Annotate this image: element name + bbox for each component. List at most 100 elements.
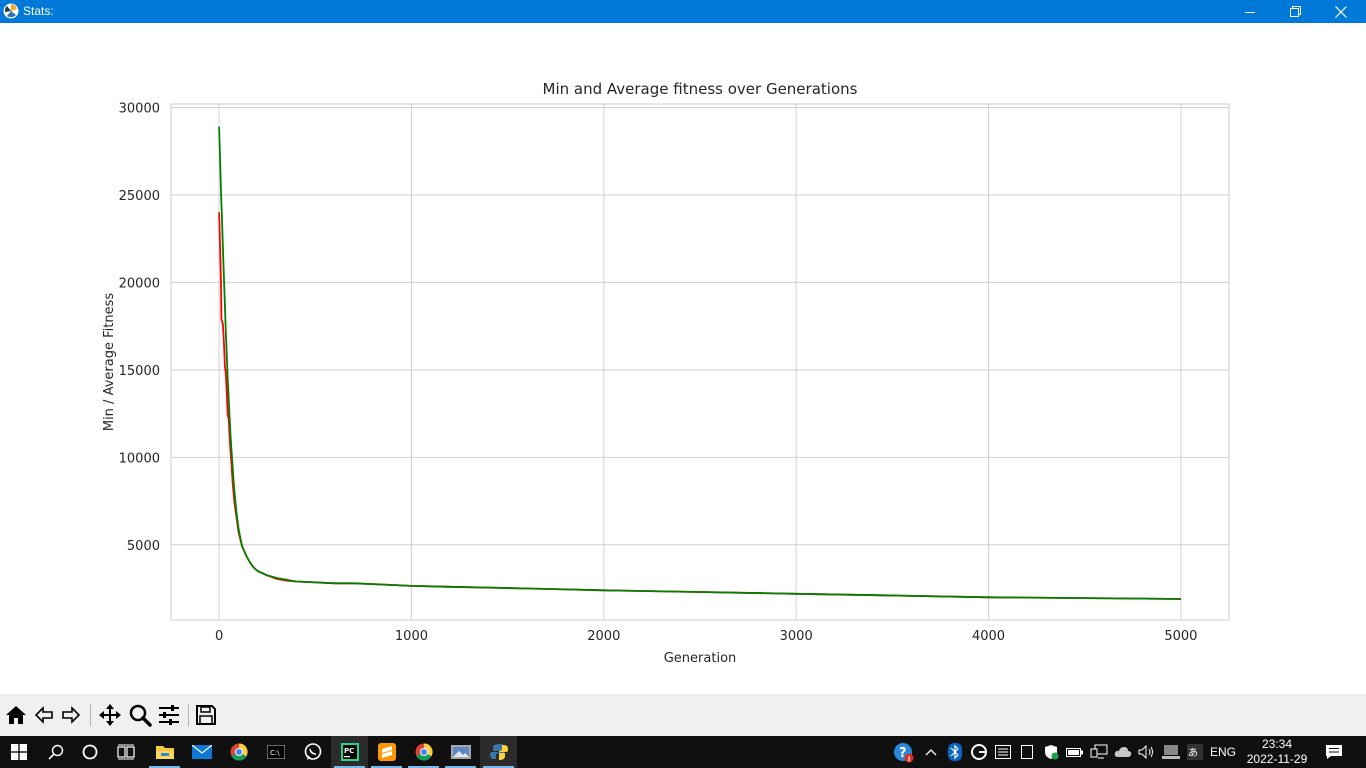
x-tick-label: 0 xyxy=(215,629,223,644)
chrome-alt-button[interactable] xyxy=(405,736,442,768)
tray-network[interactable] xyxy=(1088,736,1110,768)
zoom-icon xyxy=(129,704,152,727)
task-view-button[interactable] xyxy=(107,736,144,768)
matplotlib-app-icon xyxy=(3,3,19,19)
task-view-icon xyxy=(116,744,135,760)
y-tick-label: 15000 xyxy=(119,364,160,379)
back-button[interactable] xyxy=(31,702,57,728)
tray-grammarly[interactable] xyxy=(968,736,990,768)
chrome-alt-icon xyxy=(415,743,433,761)
display-icon xyxy=(1162,745,1180,759)
running-indicator xyxy=(334,766,365,768)
y-tick-label: 30000 xyxy=(119,101,160,116)
bluetooth-icon xyxy=(948,743,962,761)
mail-button[interactable] xyxy=(183,736,220,768)
running-indicator xyxy=(371,766,402,768)
python-button[interactable] xyxy=(480,736,517,768)
pan-button[interactable] xyxy=(97,702,123,728)
figure-canvas[interactable]: 0 1000 2000 3000 4000 5000 5000 10000 15000 20000… xyxy=(0,23,1366,694)
configure-subplots-button[interactable] xyxy=(156,702,182,728)
y-axis-label: Min / Average Fitness xyxy=(102,293,117,431)
photos-button[interactable] xyxy=(442,736,479,768)
terminal-button[interactable]: C:\ xyxy=(257,736,294,768)
cloud-icon xyxy=(1114,747,1132,757)
x-tick-label: 3000 xyxy=(780,629,813,644)
forward-button[interactable] xyxy=(58,702,84,728)
windows-start-icon xyxy=(10,744,27,760)
tray-security[interactable] xyxy=(1040,736,1062,768)
save-button[interactable] xyxy=(193,702,219,728)
tray-bluetooth[interactable] xyxy=(944,736,966,768)
close-icon xyxy=(1335,5,1347,18)
y-tick-label: 25000 xyxy=(119,189,160,204)
sublime-icon xyxy=(377,743,396,761)
pycharm-icon: PC xyxy=(340,743,359,761)
svg-text:あ: あ xyxy=(1188,747,1198,759)
y-tick-label: 20000 xyxy=(119,276,160,291)
chevron-up-icon xyxy=(925,749,937,756)
start-button[interactable] xyxy=(0,736,37,768)
cortana-button[interactable] xyxy=(71,736,108,768)
whatsapp-icon xyxy=(304,743,321,760)
series-lines xyxy=(218,126,1181,600)
tray-onedrive[interactable] xyxy=(1112,736,1134,768)
tray-projector[interactable] xyxy=(1160,736,1182,768)
y-tick-label: 5000 xyxy=(127,539,160,554)
chrome-icon xyxy=(230,743,248,761)
tray-volume[interactable] xyxy=(1136,736,1158,768)
chrome-button[interactable] xyxy=(220,736,257,768)
tray-battery[interactable] xyxy=(1064,736,1086,768)
pycharm-button[interactable]: PC xyxy=(331,736,368,768)
tray-device[interactable] xyxy=(1016,736,1038,768)
photos-icon xyxy=(450,745,471,759)
clock[interactable]: 23:34 2022-11-29 xyxy=(1244,737,1310,767)
average-fitness-line xyxy=(218,126,1181,600)
pan-icon xyxy=(99,704,121,726)
windows-taskbar: C:\ PC xyxy=(0,736,1366,768)
tray-ime[interactable]: あ xyxy=(1184,736,1206,768)
minimize-button[interactable] xyxy=(1227,0,1273,23)
svg-text:C:\: C:\ xyxy=(270,749,280,757)
grid-lines xyxy=(171,104,1229,620)
google-g-icon xyxy=(971,744,987,760)
save-icon xyxy=(196,705,216,725)
forward-arrow-icon xyxy=(62,706,81,724)
window-titlebar: Stats: xyxy=(0,0,1366,23)
svg-text:!: ! xyxy=(908,756,911,764)
zoom-button[interactable] xyxy=(127,702,153,728)
window-title: Stats: xyxy=(23,4,54,18)
svg-text:?: ? xyxy=(899,746,907,761)
terminal-icon: C:\ xyxy=(266,745,285,759)
tray-show-hidden[interactable] xyxy=(921,736,941,768)
help-alert-icon: ? ! xyxy=(894,743,914,764)
clock-time: 23:34 xyxy=(1261,737,1293,751)
back-arrow-icon xyxy=(34,706,53,724)
home-button[interactable] xyxy=(3,702,29,728)
notification-icon xyxy=(1326,745,1342,759)
x-axis-label: Generation xyxy=(664,651,737,666)
input-method-icon: あ xyxy=(1187,744,1203,760)
search-button[interactable] xyxy=(37,736,74,768)
x-tick-label: 1000 xyxy=(395,629,428,644)
close-button[interactable] xyxy=(1318,0,1364,23)
shield-icon xyxy=(1045,745,1059,760)
home-icon xyxy=(6,706,26,724)
tray-help-alert[interactable]: ? ! xyxy=(889,736,917,768)
tray-keyboard[interactable] xyxy=(992,736,1014,768)
line-chart: 0 1000 2000 3000 4000 5000 5000 10000 15000 20000… xyxy=(102,80,1230,666)
x-tick-label: 4000 xyxy=(972,629,1005,644)
sublime-button[interactable] xyxy=(368,736,405,768)
language-indicator[interactable]: ENG xyxy=(1210,745,1237,759)
running-indicator xyxy=(445,766,476,768)
cortana-icon xyxy=(82,744,97,760)
action-center-button[interactable] xyxy=(1318,736,1350,768)
x-tick-label: 2000 xyxy=(587,629,620,644)
file-explorer-icon xyxy=(155,746,174,759)
running-indicator xyxy=(149,766,180,768)
restore-button[interactable] xyxy=(1272,0,1318,23)
x-tick-label: 5000 xyxy=(1164,629,1197,644)
restore-icon xyxy=(1289,6,1301,17)
file-explorer-button[interactable] xyxy=(146,736,183,768)
whatsapp-button[interactable] xyxy=(294,736,331,768)
search-icon xyxy=(47,744,63,760)
